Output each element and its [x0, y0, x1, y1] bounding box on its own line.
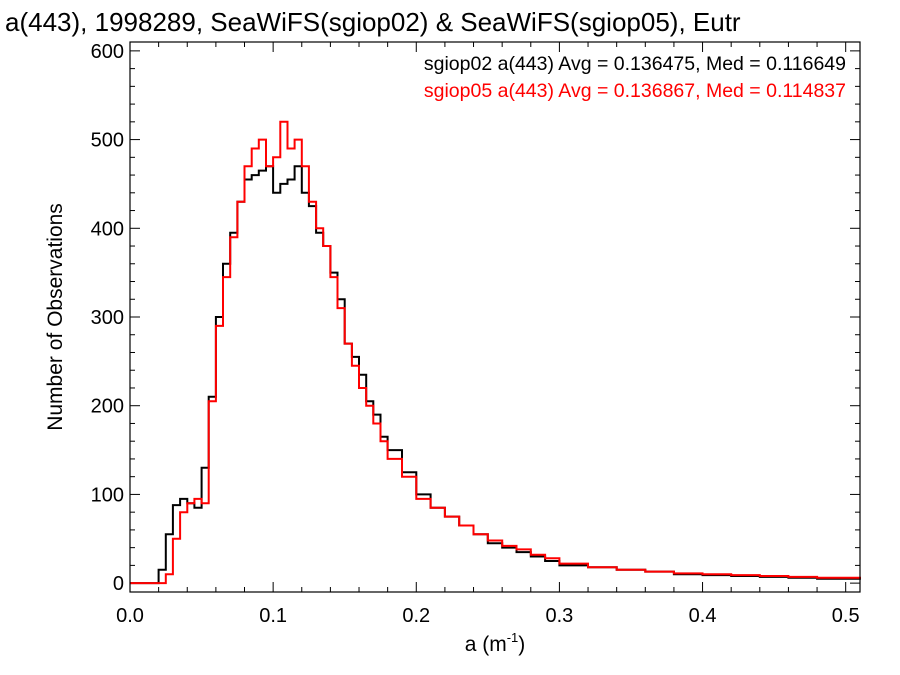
series-group	[130, 120, 861, 585]
annotation-sgiop05: sgiop05 a(443) Avg = 0.136867, Med = 0.1…	[424, 80, 846, 102]
x-tick-label: 0.2	[402, 605, 430, 627]
y-tick-label: 200	[91, 396, 124, 418]
x-axis-label-superscript: -1	[507, 630, 519, 645]
series-sgiop05-line	[130, 120, 861, 585]
series-sgiop02-line	[130, 165, 861, 585]
annotation-sgiop02: sgiop02 a(443) Avg = 0.136475, Med = 0.1…	[424, 53, 846, 75]
y-tick-label: 500	[91, 130, 124, 152]
x-axis-label-main: a (m	[465, 633, 507, 656]
x-tick-label: 0.0	[116, 605, 144, 627]
y-axis-label: Number of Observations	[44, 203, 67, 431]
x-tick-label: 0.4	[689, 605, 717, 627]
y-tick-label: 600	[91, 41, 124, 63]
x-axis-label: a (m-1)	[465, 630, 526, 656]
plot-frame	[129, 41, 861, 593]
chart-title: a(443), 1998289, SeaWiFS(sgiop02) & SeaW…	[5, 7, 741, 37]
x-axis-label-close: )	[518, 633, 525, 656]
x-tick-label: 0.1	[259, 605, 287, 627]
y-tick-label: 400	[91, 218, 124, 240]
y-tick-label: 300	[91, 307, 124, 329]
tick-label-group: 0.0 0.1 0.2 0.3 0.4 0.5 0 100 200 300 400 500 600	[91, 41, 860, 627]
y-tick-label: 0	[113, 573, 124, 595]
x-tick-label: 0.5	[832, 605, 860, 627]
tick-group	[129, 42, 860, 592]
y-tick-label: 100	[91, 484, 124, 506]
x-tick-label: 0.3	[546, 605, 574, 627]
